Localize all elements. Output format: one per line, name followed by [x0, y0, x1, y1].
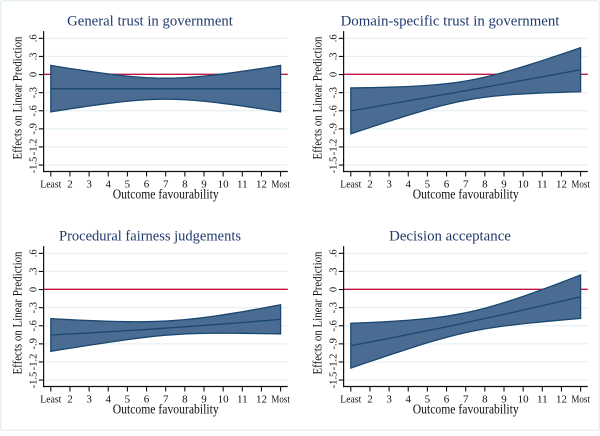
svg-text:6: 6	[144, 178, 150, 190]
svg-text:-.3: -.3	[329, 87, 340, 98]
svg-text:4: 4	[106, 178, 112, 190]
svg-text:5: 5	[125, 393, 131, 405]
svg-text:11: 11	[237, 178, 248, 190]
svg-text:-1.2: -1.2	[29, 354, 40, 371]
svg-text:.6: .6	[29, 34, 40, 42]
svg-text:.6: .6	[329, 249, 340, 257]
svg-text:.3: .3	[29, 268, 40, 276]
svg-text:5: 5	[425, 393, 431, 405]
svg-text:10: 10	[218, 178, 230, 190]
svg-text:6: 6	[144, 393, 150, 405]
svg-text:Outcome favourability: Outcome favourability	[413, 402, 519, 417]
svg-text:4: 4	[406, 178, 412, 190]
svg-text:-.6: -.6	[29, 320, 40, 331]
svg-text:2: 2	[67, 178, 73, 190]
svg-text:12: 12	[256, 393, 267, 405]
svg-text:9: 9	[501, 178, 507, 190]
svg-text:General trust in government: General trust in government	[67, 14, 234, 30]
svg-text:Effects on Linear Prediction: Effects on Linear Prediction	[10, 36, 25, 159]
svg-text:11: 11	[537, 393, 548, 405]
svg-text:-1.5: -1.5	[29, 372, 40, 389]
svg-text:8: 8	[482, 178, 488, 190]
svg-text:3: 3	[86, 178, 92, 190]
svg-text:-1.2: -1.2	[329, 139, 340, 156]
svg-text:0: 0	[29, 72, 40, 77]
svg-text:3: 3	[86, 393, 92, 405]
svg-text:Least: Least	[340, 178, 361, 190]
svg-text:9: 9	[201, 393, 207, 405]
svg-text:-.6: -.6	[329, 105, 340, 116]
svg-text:8: 8	[482, 393, 488, 405]
svg-text:Least: Least	[40, 178, 61, 190]
svg-text:9: 9	[501, 393, 507, 405]
svg-text:Outcome favourability: Outcome favourability	[113, 402, 219, 417]
svg-text:0: 0	[29, 287, 40, 292]
svg-text:8: 8	[182, 178, 188, 190]
svg-text:2: 2	[367, 393, 373, 405]
svg-text:7: 7	[463, 178, 469, 190]
svg-text:-.3: -.3	[329, 302, 340, 313]
svg-text:12: 12	[256, 178, 267, 190]
svg-text:7: 7	[163, 178, 169, 190]
svg-text:6: 6	[444, 393, 450, 405]
svg-text:.3: .3	[29, 53, 40, 61]
svg-text:.3: .3	[329, 53, 340, 61]
svg-text:7: 7	[463, 393, 469, 405]
svg-text:5: 5	[125, 178, 131, 190]
svg-text:.6: .6	[329, 34, 340, 42]
svg-text:Most: Most	[571, 178, 590, 190]
svg-text:Effects on Linear Prediction: Effects on Linear Prediction	[310, 36, 325, 159]
svg-text:3: 3	[386, 393, 392, 405]
svg-text:-.9: -.9	[29, 123, 40, 134]
svg-text:10: 10	[518, 178, 530, 190]
svg-text:.6: .6	[29, 249, 40, 257]
svg-text:-.6: -.6	[329, 320, 340, 331]
svg-text:12: 12	[556, 178, 567, 190]
svg-text:Most: Most	[571, 393, 590, 405]
svg-text:3: 3	[386, 178, 392, 190]
svg-text:Decision acceptance: Decision acceptance	[389, 229, 511, 245]
svg-text:Most: Most	[271, 393, 290, 405]
svg-text:-.3: -.3	[29, 302, 40, 313]
svg-text:4: 4	[106, 393, 112, 405]
svg-text:-1.5: -1.5	[329, 157, 340, 174]
svg-text:-.9: -.9	[29, 338, 40, 349]
svg-text:0: 0	[329, 72, 340, 77]
svg-text:11: 11	[237, 393, 248, 405]
svg-text:2: 2	[67, 393, 73, 405]
svg-text:-1.5: -1.5	[29, 157, 40, 174]
svg-text:-1.2: -1.2	[329, 354, 340, 371]
svg-text:Most: Most	[271, 178, 290, 190]
svg-text:10: 10	[518, 393, 530, 405]
svg-text:11: 11	[537, 178, 548, 190]
svg-text:9: 9	[201, 178, 207, 190]
svg-text:-.9: -.9	[329, 123, 340, 134]
svg-text:Effects on Linear Prediction: Effects on Linear Prediction	[10, 251, 25, 374]
svg-text:Outcome favourability: Outcome favourability	[413, 187, 519, 202]
svg-text:7: 7	[163, 393, 169, 405]
svg-text:-1.2: -1.2	[29, 139, 40, 156]
svg-text:8: 8	[182, 393, 188, 405]
svg-text:12: 12	[556, 393, 567, 405]
svg-text:-.6: -.6	[29, 105, 40, 116]
svg-text:6: 6	[444, 178, 450, 190]
svg-text:Effects on Linear Prediction: Effects on Linear Prediction	[310, 251, 325, 374]
svg-text:10: 10	[218, 393, 230, 405]
svg-text:2: 2	[367, 178, 373, 190]
svg-text:-.3: -.3	[29, 87, 40, 98]
svg-text:Domain-specific trust in gover: Domain-specific trust in government	[341, 14, 561, 30]
svg-text:0: 0	[329, 287, 340, 292]
svg-text:Least: Least	[40, 393, 61, 405]
svg-text:Procedural fairness judgements: Procedural fairness judgements	[59, 229, 241, 245]
svg-text:.3: .3	[329, 268, 340, 276]
svg-text:4: 4	[406, 393, 412, 405]
svg-text:Least: Least	[340, 393, 361, 405]
svg-text:5: 5	[425, 178, 431, 190]
svg-text:-.9: -.9	[329, 338, 340, 349]
svg-text:Outcome favourability: Outcome favourability	[113, 187, 219, 202]
svg-text:-1.5: -1.5	[329, 372, 340, 389]
